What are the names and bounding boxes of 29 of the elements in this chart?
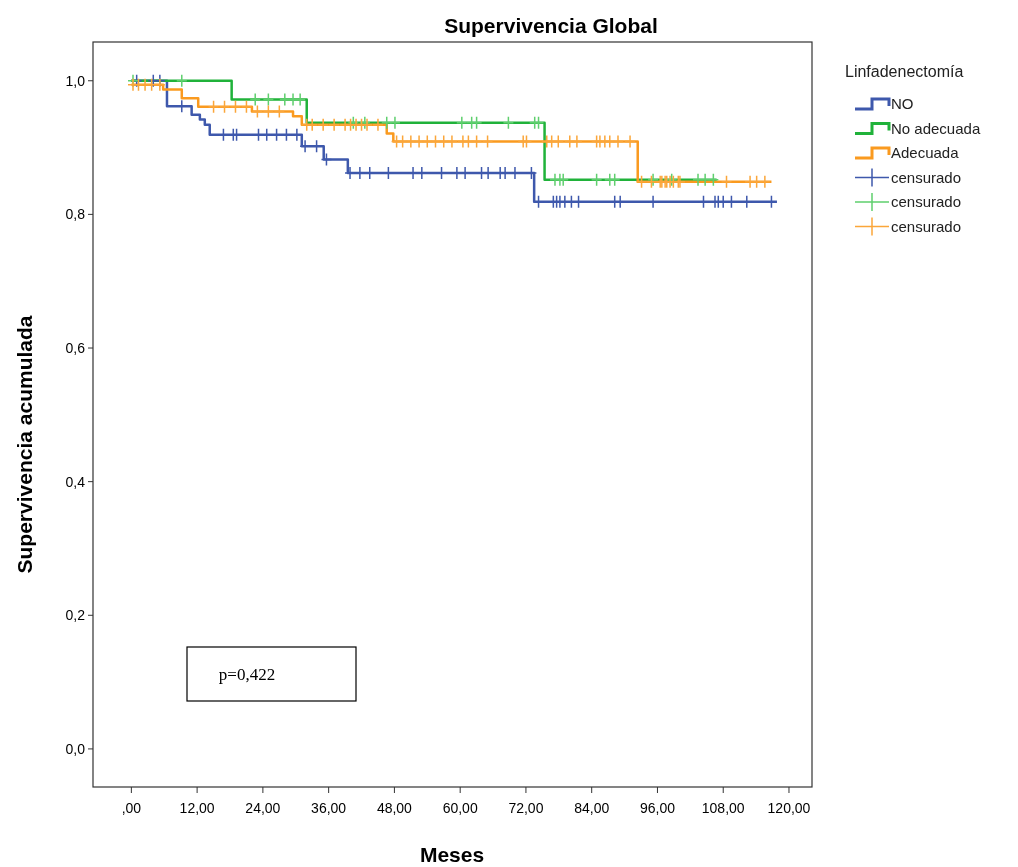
y-tick-label: 0,0 [65, 740, 86, 757]
x-tick-label: ,00 [121, 800, 142, 816]
y-tick-label: 0,6 [65, 339, 86, 356]
x-tick-label: 48,00 [376, 800, 413, 816]
x-tick-label: 120,00 [767, 800, 811, 816]
legend-label: censurado [891, 193, 962, 211]
x-tick-label: 84,00 [574, 800, 610, 816]
x-tick-label: 72,00 [508, 800, 544, 816]
y-tick-label: 0,8 [65, 206, 86, 223]
legend-label: No adecuada [891, 119, 981, 137]
legend-label: censurado [891, 168, 962, 186]
x-tick-label: 24,00 [245, 800, 281, 816]
x-tick-label: 36,00 [311, 800, 347, 816]
annotation: p=0,422 [218, 665, 276, 684]
y-tick-label: 0,4 [65, 473, 86, 490]
legend-label: NO [891, 95, 914, 113]
legend-label: censurado [891, 217, 962, 235]
text-box: p=0,422 [186, 646, 357, 702]
x-tick-label: 96,00 [639, 800, 676, 816]
y-tick-label: 1,0 [65, 72, 86, 89]
x-tick-label: 12,00 [179, 800, 215, 816]
legend-title: Linfadenectomía [845, 63, 964, 80]
legend-label: Adecuada [891, 144, 960, 162]
x-axis-title: Meses [419, 843, 485, 866]
y-axis-title: Supervivencia acumulada [13, 315, 36, 574]
chart-title: Supervivencia Global [444, 14, 658, 37]
x-tick-label: 108,00 [701, 800, 745, 816]
y-tick-label: 0,2 [65, 607, 86, 624]
x-tick-label: 60,00 [442, 800, 478, 816]
